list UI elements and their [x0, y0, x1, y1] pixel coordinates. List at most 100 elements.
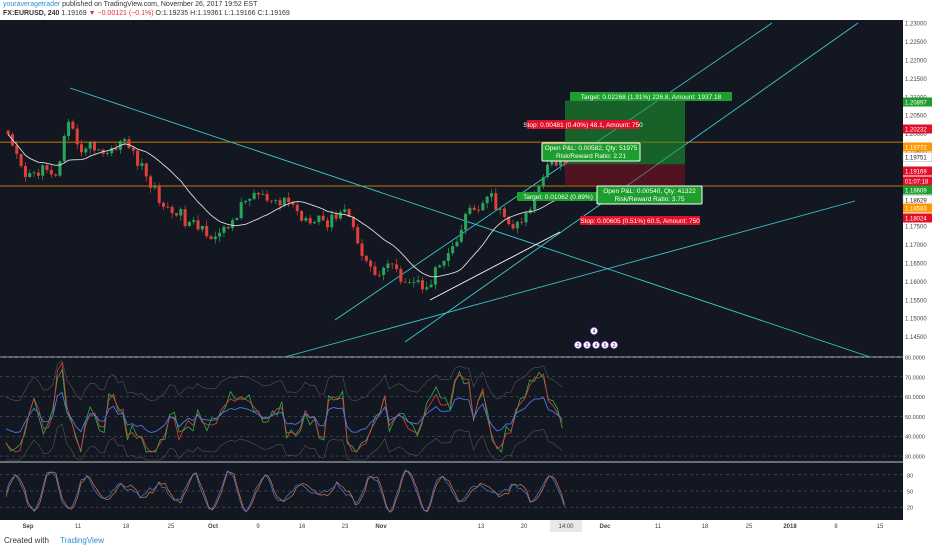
- candle-body: [403, 281, 407, 283]
- candle-body: [28, 173, 32, 178]
- candle-body: [338, 212, 342, 219]
- price-label-bg: [903, 124, 932, 134]
- price-label-bg: [903, 203, 932, 213]
- annotation-bg: [570, 92, 732, 101]
- candle-body: [174, 213, 178, 216]
- candle-body: [269, 200, 273, 202]
- candle-body: [231, 220, 235, 229]
- symbol-line: FX:EURUSD, 240 1.19169 ▼ −0.00121 (−0.1%…: [3, 10, 290, 17]
- symbol-label[interactable]: FX:EURUSD, 240: [3, 10, 60, 17]
- moving-average-line: [7, 133, 566, 278]
- price-label: 1.18583: [903, 203, 932, 213]
- annotation-bg: [517, 192, 599, 201]
- chart-header: youraveragetrader published on TradingVi…: [0, 0, 932, 20]
- price-label-text: 1.20232: [905, 128, 927, 134]
- candle-body: [425, 287, 429, 290]
- candle-body: [334, 214, 338, 219]
- candle-body: [226, 226, 230, 229]
- candle-body: [6, 130, 10, 135]
- candle-body: [511, 224, 515, 229]
- chart-canvas[interactable]: 1.14500 1.15000 1.15500 1.16000 1.16500 1.170…: [0, 20, 932, 532]
- wave-label: 5: [601, 341, 609, 349]
- price-label-text: 1.19169: [905, 170, 927, 176]
- price-tick-label: 1.20500: [905, 114, 927, 120]
- price-label: 1.20232: [903, 124, 932, 134]
- rsi-tick-label: 80.0000: [905, 356, 925, 362]
- candle-body: [313, 222, 317, 224]
- candle-body: [321, 215, 325, 221]
- price-label-text: 1.19751: [905, 156, 927, 162]
- candle-body: [559, 161, 563, 166]
- candle-body: [54, 174, 58, 176]
- candle-body: [196, 220, 200, 230]
- candle-body: [179, 209, 183, 216]
- annotation-bg: [527, 120, 639, 129]
- candle-body: [429, 284, 433, 288]
- price-tick-label: 1.16500: [905, 261, 927, 267]
- time-tick-label: Nov: [375, 524, 387, 530]
- trendline: [69, 87, 871, 358]
- candle-body: [515, 221, 519, 229]
- price-label: 1.18629: [902, 195, 932, 205]
- candle-body: [105, 153, 109, 154]
- candle-body: [239, 202, 243, 219]
- candle-body: [131, 147, 135, 151]
- candle-body: [502, 208, 506, 217]
- candle-body: [451, 246, 455, 254]
- candle-body: [149, 176, 153, 188]
- candle-body: [481, 203, 485, 211]
- price-label-text: 1.18609: [905, 189, 927, 195]
- candle-body: [183, 209, 187, 227]
- price-label-bg: [903, 185, 932, 195]
- wave-number: 2: [577, 343, 580, 349]
- annotation-bg: [596, 185, 703, 205]
- annotation-text: Stop: 0.00481 (0.40%) 48.1, Amount: 750: [523, 122, 643, 129]
- publish-info: published on TradingView.com, November 2…: [62, 1, 258, 8]
- price-label-text: 1.18629: [905, 199, 927, 205]
- candle-body: [205, 225, 209, 237]
- price-tick-label: 1.23000: [905, 21, 927, 27]
- price-label-text: 1.18024: [905, 217, 927, 223]
- time-tick-label: Sep: [22, 524, 33, 530]
- candle-body: [533, 194, 537, 210]
- candle-body: [537, 185, 541, 195]
- rsi-line: [5, 361, 563, 453]
- candle-body: [265, 194, 269, 201]
- candle-body: [144, 163, 148, 177]
- annotation-bg: [580, 216, 700, 225]
- candle-body: [140, 163, 144, 166]
- price-tick-label: 1.21500: [905, 77, 927, 83]
- time-axis-background: [0, 520, 932, 532]
- wave-label: 2: [610, 341, 618, 349]
- candle-body: [412, 281, 416, 283]
- candle-body: [442, 260, 446, 266]
- price-label-bg: [903, 142, 932, 152]
- annotation-box: Open P&L: 0.00582, Qty: 51975Risk/Reward…: [541, 142, 641, 162]
- price-label-text: 1.20897: [905, 101, 927, 107]
- candle-body: [261, 194, 265, 195]
- wave-number: 4: [595, 343, 598, 349]
- candle-body: [295, 204, 299, 211]
- candle-body: [468, 207, 472, 214]
- time-tick-label: 8: [834, 524, 838, 530]
- tradingview-logo-text[interactable]: TradingView: [60, 536, 105, 545]
- annotation-box: Open P&L: 0.00540, Qty: 41322Risk/Reward…: [596, 185, 703, 205]
- candle-body: [252, 192, 256, 199]
- candle-body: [157, 186, 161, 203]
- candle-body: [343, 209, 347, 213]
- candle-body: [192, 220, 196, 222]
- author-link[interactable]: youraveragetrader: [3, 1, 61, 8]
- candle-body: [472, 207, 476, 210]
- candle-body: [464, 213, 468, 230]
- annotation-text: Stop: 0.00605 (0.51%) 60.5, Amount: 750: [580, 218, 700, 225]
- annotation-text: Risk/Reward Ratio: 3.75: [614, 196, 684, 203]
- candle-body: [287, 197, 291, 203]
- candle-body: [235, 218, 239, 221]
- candle-body: [58, 161, 62, 176]
- candle-body: [498, 208, 502, 210]
- created-with-label: Created with: [4, 536, 49, 545]
- candle-body: [489, 193, 493, 197]
- rsi-tick-label: 30.0000: [905, 455, 925, 461]
- candle-body: [200, 225, 204, 230]
- time-tick-label: 14:00: [558, 524, 574, 530]
